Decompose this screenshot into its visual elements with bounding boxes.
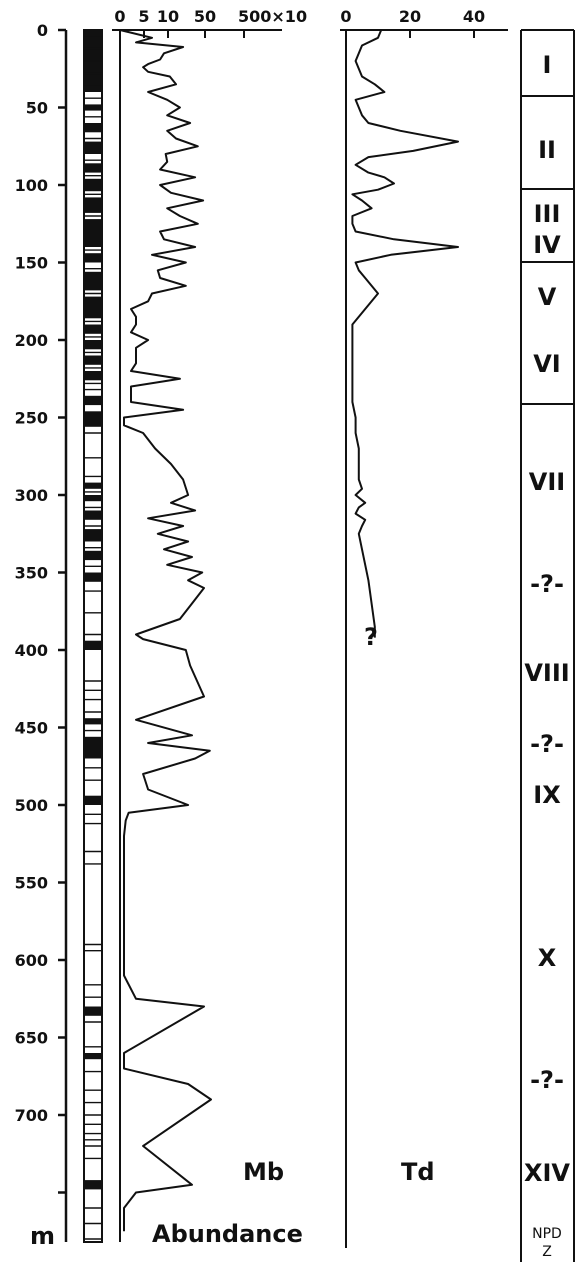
mb-series-label: Mb bbox=[243, 1158, 284, 1186]
lithology-dark-band bbox=[84, 1180, 102, 1189]
npd-zone-label: XIV bbox=[524, 1159, 570, 1187]
td-x-tick-label: 20 bbox=[399, 7, 421, 26]
lithology-dark-band bbox=[84, 371, 102, 380]
depth-tick-label: 700 bbox=[15, 1106, 48, 1125]
lithology-dark-band bbox=[84, 529, 102, 541]
lithology-dark-band bbox=[84, 511, 102, 520]
lithology-dark-band bbox=[84, 163, 102, 172]
mb-x-tick-label: 5 bbox=[138, 7, 149, 26]
lithology-dark-band bbox=[84, 573, 102, 582]
td-x-tick-label: 40 bbox=[463, 7, 485, 26]
depth-tick-label: 350 bbox=[15, 564, 48, 583]
lithology-dark-band bbox=[84, 340, 102, 349]
lithology-dark-band bbox=[84, 325, 102, 334]
depth-tick-label: 300 bbox=[15, 486, 48, 505]
depth-tick-label: 250 bbox=[15, 409, 48, 428]
lithology-dark-band bbox=[84, 123, 102, 132]
npd-zone-label: -?- bbox=[530, 730, 564, 758]
lithology-column bbox=[84, 30, 102, 1242]
lithology-dark-band bbox=[84, 142, 102, 154]
depth-unit-label: m bbox=[30, 1222, 55, 1250]
depth-tick-label: 400 bbox=[15, 641, 48, 660]
npd-zone-label: IV bbox=[533, 231, 561, 259]
depth-tick-label: 600 bbox=[15, 951, 48, 970]
lithology-dark-band bbox=[84, 253, 102, 262]
td-series-line bbox=[352, 30, 458, 638]
lithology-dark-band bbox=[84, 641, 102, 650]
npd-zone-label: VII bbox=[529, 468, 565, 496]
depth-axis: 0 50 100 150 200 250 300 350 400 450 500 550 600 650 7… bbox=[15, 21, 66, 1250]
npd-zone-label: -?- bbox=[530, 1066, 564, 1094]
npd-z-header-line1: NPD bbox=[532, 1226, 562, 1242]
lithology-dark-band bbox=[84, 272, 102, 291]
depth-tick-label: 50 bbox=[26, 99, 48, 118]
lithology-dark-band bbox=[84, 219, 102, 247]
depth-tick-label: 500 bbox=[15, 796, 48, 815]
mb-series-line bbox=[120, 30, 211, 1231]
npd-zone-column: I II III IV V VI VII -?- VIII -?- IX X -… bbox=[521, 30, 574, 1262]
lithology-dark-band bbox=[84, 411, 102, 427]
mb-x-tick-label: 500×10 bbox=[238, 7, 307, 26]
lithology-dark-band bbox=[84, 1053, 102, 1059]
npd-zone-label: VI bbox=[533, 350, 561, 378]
npd-z-header-line2: Z bbox=[542, 1244, 552, 1260]
depth-tick-label: 650 bbox=[15, 1029, 48, 1048]
depth-tick-label: 200 bbox=[15, 331, 48, 350]
td-series-label: Td bbox=[401, 1158, 435, 1186]
td-question-mark: ? bbox=[364, 623, 378, 651]
lithology-dark-band bbox=[84, 737, 102, 759]
mb-x-tick-label: 10 bbox=[157, 7, 179, 26]
mb-panel: 0 5 10 50 500×10 Mb Abundance bbox=[112, 7, 307, 1248]
lithology-dark-band bbox=[84, 297, 102, 319]
depth-tick-label: 450 bbox=[15, 719, 48, 738]
npd-zone-label: IX bbox=[533, 781, 561, 809]
depth-tick-label: 150 bbox=[15, 254, 48, 273]
mb-x-tick-label: 50 bbox=[194, 7, 216, 26]
td-x-tick-label: 0 bbox=[340, 7, 351, 26]
npd-zone-label: III bbox=[534, 200, 561, 228]
lithology-dark-band bbox=[84, 495, 102, 501]
npd-zone-label: X bbox=[538, 944, 557, 972]
lithology-dark-band bbox=[84, 396, 102, 405]
mb-x-tick-label: 0 bbox=[114, 7, 125, 26]
lithology-dark-band bbox=[84, 796, 102, 805]
npd-zone-label: V bbox=[538, 283, 557, 311]
lithology-dark-band bbox=[84, 104, 102, 110]
abundance-label: Abundance bbox=[152, 1220, 303, 1248]
lithology-dark-band bbox=[84, 718, 102, 724]
lithology-dark-band bbox=[84, 483, 102, 489]
lithology-dark-band bbox=[84, 551, 102, 560]
npd-zone-label: VIII bbox=[524, 659, 569, 687]
depth-tick-label: 0 bbox=[37, 21, 48, 40]
lithology-dark-band bbox=[84, 356, 102, 365]
npd-zone-label: I bbox=[543, 51, 552, 79]
td-panel: 0 20 40 ? Td bbox=[340, 7, 508, 1248]
depth-tick-label: 100 bbox=[15, 176, 48, 195]
npd-zone-label: II bbox=[538, 136, 556, 164]
lithology-dark-band bbox=[84, 1007, 102, 1016]
depth-tick-label: 550 bbox=[15, 874, 48, 893]
npd-zone-label: -?- bbox=[530, 570, 564, 598]
lithology-dark-band bbox=[84, 179, 102, 191]
lithology-dark-band bbox=[84, 197, 102, 213]
